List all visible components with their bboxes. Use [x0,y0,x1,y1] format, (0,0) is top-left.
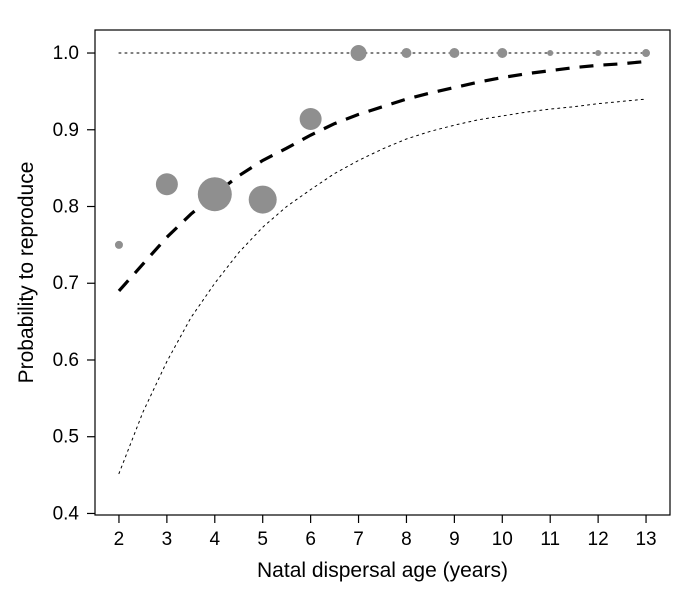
x-tick-label: 9 [449,529,460,550]
y-tick-label: 1.0 [53,43,79,64]
x-tick-label: 7 [353,529,364,550]
data-point [115,241,123,249]
x-tick-label: 11 [540,529,560,550]
data-point [198,177,232,211]
x-tick-label: 10 [492,529,513,550]
data-point [547,50,553,56]
data-point [449,48,459,58]
probability-chart: 2 3 4 5 6 7 8 9 10 11 12 13 0.4 0.5 0.6 0.7 0.8 0.9 1.0 Nat… [0,0,700,605]
data-point [300,108,322,130]
y-tick-label: 0.4 [53,503,80,524]
data-point [401,48,411,58]
x-tick-label: 6 [305,529,316,550]
y-tick-label: 0.8 [53,197,79,218]
x-tick-label: 5 [257,529,268,550]
data-point [595,50,601,56]
x-tick-label: 13 [635,529,656,550]
data-point [156,173,178,195]
data-point [497,48,507,58]
x-axis-label: Natal dispersal age (years) [257,559,508,582]
y-tick-label: 0.7 [53,273,79,294]
data-point [351,45,367,61]
x-tick-label: 12 [588,529,609,550]
x-tick-label: 3 [162,529,173,550]
data-point [642,49,650,57]
x-tick-label: 4 [210,529,221,550]
y-tick-label: 0.9 [53,120,79,141]
y-tick-label: 0.5 [53,427,79,448]
y-axis-label: Probability to reproduce [15,162,38,384]
x-tick-label: 2 [114,529,125,550]
x-tick-label: 8 [401,529,412,550]
data-point [249,186,277,214]
y-tick-label: 0.6 [53,350,79,371]
